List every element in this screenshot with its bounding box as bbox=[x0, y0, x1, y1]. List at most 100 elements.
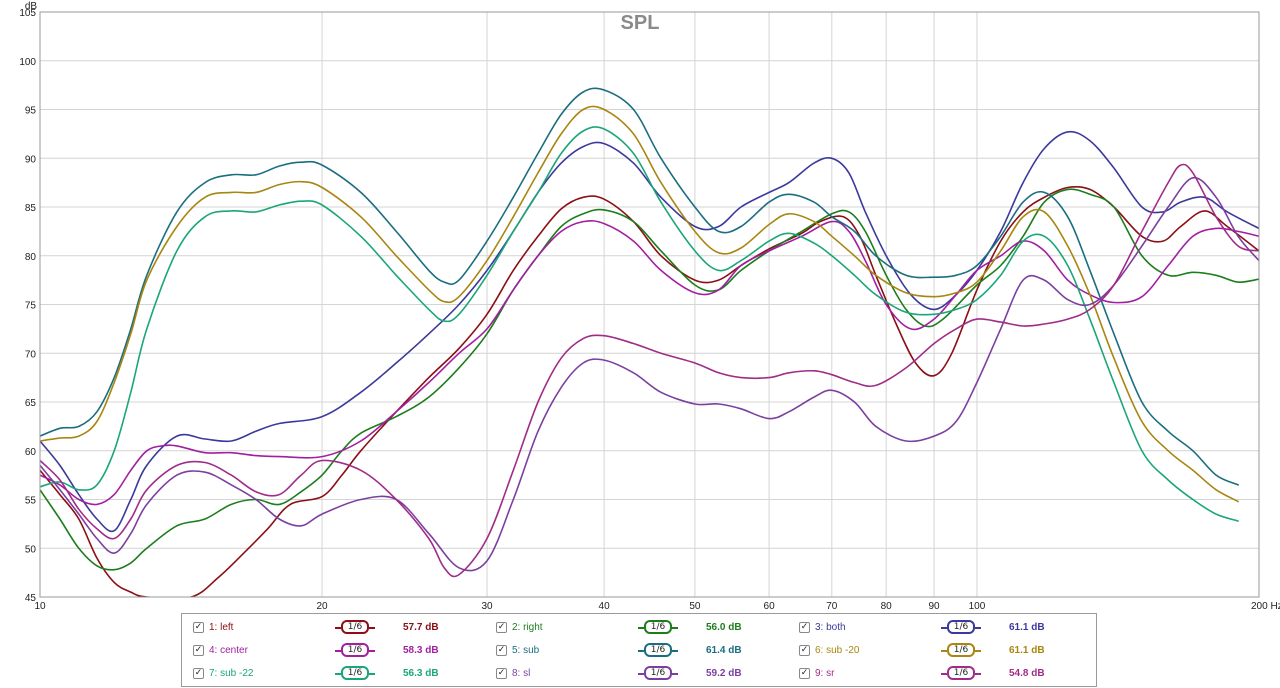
smoothing-button[interactable]: 1/6 bbox=[941, 620, 981, 636]
smoothing-label: 1/6 bbox=[341, 666, 369, 680]
smoothing-wire-left bbox=[335, 650, 341, 652]
smoothing-wire-left bbox=[941, 673, 947, 675]
chart-title: SPL bbox=[621, 12, 660, 34]
smoothing-wire-left bbox=[638, 650, 644, 652]
x-tick-label: 40 bbox=[599, 601, 611, 612]
legend-panel: ✓ 1: left 1/6 57.7 dB ✓ 2: right 1/6 56.0 dB ✓ 3:… bbox=[181, 613, 1097, 687]
legend-item-7[interactable]: ✓ 7: sub -22 1/6 56.3 dB bbox=[193, 666, 483, 683]
series-visibility-checkbox[interactable]: ✓ bbox=[799, 668, 810, 679]
legend-item-8[interactable]: ✓ 8: sl 1/6 59.2 dB bbox=[496, 666, 786, 683]
series-line-8 bbox=[40, 176, 1259, 572]
legend-level-value: 54.8 dB bbox=[1009, 668, 1045, 679]
series-visibility-checkbox[interactable]: ✓ bbox=[496, 668, 507, 679]
series-lines bbox=[40, 87, 1259, 597]
legend-label: 4: center bbox=[209, 645, 248, 656]
legend-level-value: 61.4 dB bbox=[706, 645, 742, 656]
legend-item-5[interactable]: ✓ 5: sub 1/6 61.4 dB bbox=[496, 643, 786, 660]
smoothing-button[interactable]: 1/6 bbox=[638, 666, 678, 682]
series-line-7 bbox=[40, 126, 1239, 522]
smoothing-label: 1/6 bbox=[341, 620, 369, 634]
series-line-1 bbox=[40, 185, 1259, 597]
x-tick-label: 70 bbox=[826, 601, 838, 612]
series-line-6 bbox=[40, 105, 1239, 503]
legend-label: 1: left bbox=[209, 622, 234, 633]
y-tick-label: 45 bbox=[25, 593, 37, 604]
y-tick-label: 70 bbox=[25, 349, 37, 360]
smoothing-button[interactable]: 1/6 bbox=[941, 643, 981, 659]
y-axis-unit-label: dB bbox=[25, 1, 38, 12]
legend-item-1[interactable]: ✓ 1: left 1/6 57.7 dB bbox=[193, 620, 483, 637]
series-visibility-checkbox[interactable]: ✓ bbox=[799, 622, 810, 633]
series-visibility-checkbox[interactable]: ✓ bbox=[193, 645, 204, 656]
smoothing-label: 1/6 bbox=[644, 666, 672, 680]
smoothing-wire-left bbox=[335, 627, 341, 629]
legend-level-value: 61.1 dB bbox=[1009, 645, 1045, 656]
smoothing-wire-left bbox=[941, 650, 947, 652]
legend-label: 9: sr bbox=[815, 668, 835, 679]
x-tick-label: 200 Hz bbox=[1251, 601, 1280, 612]
series-line-2 bbox=[40, 188, 1259, 571]
smoothing-button[interactable]: 1/6 bbox=[638, 620, 678, 636]
x-tick-label: 90 bbox=[929, 601, 941, 612]
smoothing-button[interactable]: 1/6 bbox=[638, 643, 678, 659]
y-tick-label: 60 bbox=[25, 447, 37, 458]
legend-label: 3: both bbox=[815, 622, 846, 633]
smoothing-wire-right bbox=[672, 650, 678, 652]
x-tick-label: 80 bbox=[881, 601, 893, 612]
legend-label: 8: sl bbox=[512, 668, 531, 679]
smoothing-label: 1/6 bbox=[644, 620, 672, 634]
smoothing-wire-right bbox=[672, 673, 678, 675]
legend-level-value: 61.1 dB bbox=[1009, 622, 1045, 633]
legend-item-2[interactable]: ✓ 2: right 1/6 56.0 dB bbox=[496, 620, 786, 637]
legend-level-value: 56.0 dB bbox=[706, 622, 742, 633]
legend-label: 2: right bbox=[512, 622, 543, 633]
y-tick-labels: 45 50 55 60 65 70 75 80 85 90 95 100 105 bbox=[19, 8, 36, 604]
smoothing-wire-right bbox=[975, 673, 981, 675]
series-line-3 bbox=[40, 130, 1259, 533]
x-tick-label: 30 bbox=[481, 601, 493, 612]
series-line-5 bbox=[40, 87, 1239, 486]
smoothing-label: 1/6 bbox=[341, 643, 369, 657]
legend-level-value: 59.2 dB bbox=[706, 668, 742, 679]
series-visibility-checkbox[interactable]: ✓ bbox=[799, 645, 810, 656]
smoothing-label: 1/6 bbox=[947, 620, 975, 634]
series-visibility-checkbox[interactable]: ✓ bbox=[496, 622, 507, 633]
x-tick-labels: 10 20 30 40 50 60 70 80 90 100 200 Hz bbox=[34, 601, 1280, 612]
smoothing-label: 1/6 bbox=[947, 643, 975, 657]
smoothing-button[interactable]: 1/6 bbox=[335, 666, 375, 682]
y-tick-label: 50 bbox=[25, 544, 37, 555]
x-tick-label: 50 bbox=[689, 601, 701, 612]
x-tick-label: 100 bbox=[969, 601, 986, 612]
smoothing-button[interactable]: 1/6 bbox=[335, 643, 375, 659]
y-tick-label: 85 bbox=[25, 203, 37, 214]
smoothing-label: 1/6 bbox=[644, 643, 672, 657]
legend-item-4[interactable]: ✓ 4: center 1/6 58.3 dB bbox=[193, 643, 483, 660]
smoothing-wire-right bbox=[672, 627, 678, 629]
smoothing-wire-right bbox=[369, 627, 375, 629]
y-tick-label: 80 bbox=[25, 252, 37, 263]
legend-item-9[interactable]: ✓ 9: sr 1/6 54.8 dB bbox=[799, 666, 1089, 683]
legend-level-value: 58.3 dB bbox=[403, 645, 439, 656]
legend-level-value: 56.3 dB bbox=[403, 668, 439, 679]
smoothing-wire-right bbox=[975, 650, 981, 652]
legend-item-3[interactable]: ✓ 3: both 1/6 61.1 dB bbox=[799, 620, 1089, 637]
series-visibility-checkbox[interactable]: ✓ bbox=[496, 645, 507, 656]
legend-label: 6: sub -20 bbox=[815, 645, 860, 656]
y-tick-label: 65 bbox=[25, 398, 37, 409]
legend-label: 7: sub -22 bbox=[209, 668, 254, 679]
smoothing-wire-left bbox=[335, 673, 341, 675]
x-tick-label: 10 bbox=[34, 601, 46, 612]
smoothing-label: 1/6 bbox=[947, 666, 975, 680]
y-tick-label: 100 bbox=[19, 57, 36, 68]
smoothing-button[interactable]: 1/6 bbox=[335, 620, 375, 636]
smoothing-button[interactable]: 1/6 bbox=[941, 666, 981, 682]
smoothing-wire-left bbox=[638, 673, 644, 675]
y-tick-label: 75 bbox=[25, 301, 37, 312]
series-visibility-checkbox[interactable]: ✓ bbox=[193, 622, 204, 633]
legend-item-6[interactable]: ✓ 6: sub -20 1/6 61.1 dB bbox=[799, 643, 1089, 660]
smoothing-wire-left bbox=[638, 627, 644, 629]
y-tick-label: 55 bbox=[25, 496, 37, 507]
series-line-9 bbox=[40, 163, 1259, 578]
series-visibility-checkbox[interactable]: ✓ bbox=[193, 668, 204, 679]
